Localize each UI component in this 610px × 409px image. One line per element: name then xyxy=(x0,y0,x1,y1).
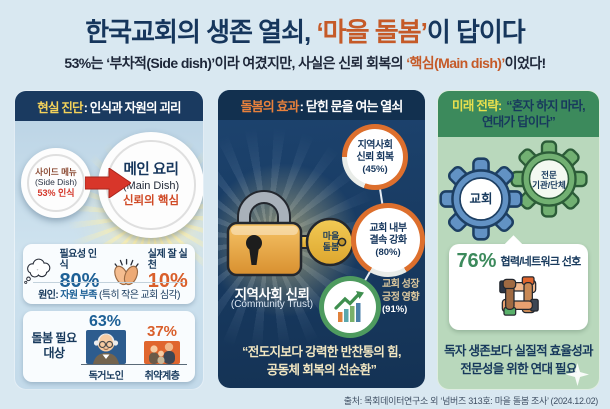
panel-strategy-header-rest2: 연대가 답이다” xyxy=(481,115,556,129)
title-post: 이 답이다 xyxy=(426,17,526,47)
effect1-line2: 신뢰 회복 xyxy=(356,151,394,163)
main-dish-plate: 메인 요리 (Main Dish) 신뢰의 핵심 xyxy=(98,132,203,238)
awareness-label: 필요성 인식 xyxy=(59,249,97,271)
panel-effect-header-highlight: 돌봄의 효과 xyxy=(240,98,300,114)
community-trust-ko: 지역사회 신뢰 xyxy=(234,287,310,302)
gear-church-label: 교회 xyxy=(469,192,493,206)
panel-reality-header-highlight: 현실 진단 xyxy=(37,100,83,115)
panel-reality-diagnosis: 현실 진단: 인식과 자원의 괴리 메인 요리 (Main Dish) 신뢰의 … xyxy=(14,90,204,390)
bar-baseline xyxy=(81,364,187,365)
side-dish-name: 사이드 메뉴 xyxy=(35,166,77,177)
gear-church-icon xyxy=(439,157,523,241)
gear-partner-line1: 전문 xyxy=(541,170,557,180)
effect3-line2: 긍정 영향 xyxy=(382,291,420,303)
network-label: 협력/네트워크 선호 xyxy=(500,256,581,268)
title-pre: 한국교회의 생존 열쇠, xyxy=(85,17,317,47)
main-dish-stat: 신뢰의 핵심 xyxy=(122,195,180,208)
panel-effect-header: 돌봄의 효과: 닫힌 문을 여는 열쇠 xyxy=(218,90,425,120)
key-label: 마을 돌봄 xyxy=(314,231,348,253)
hands-wrap xyxy=(449,271,588,326)
care-targets-label-line1: 돌봄 필요 xyxy=(31,331,78,345)
side-dish-stat: 53% 인식 xyxy=(37,188,75,198)
effect2-line2: 결속 강화 xyxy=(369,234,407,246)
source-citation: 출처: 목회데이터연구소 외 ‘넘버즈 313호: 마을 돌봄 조사’ (202… xyxy=(343,396,599,406)
effect1-value: (45%) xyxy=(362,163,388,175)
effect-circle-cohesion: 교회 내부 결속 강화 (80%) xyxy=(351,203,425,277)
family-icon xyxy=(149,342,175,364)
elderly-bar xyxy=(86,330,126,364)
gear-partner-line2: 기관/단체 xyxy=(532,180,566,191)
arrow-right-icon xyxy=(85,168,131,198)
joined-hands-icon xyxy=(498,276,539,316)
quote-line2: 공동체 회복의 선순환” xyxy=(266,363,377,378)
effect1-line1: 지역사회 xyxy=(357,139,393,151)
elderly-man-icon xyxy=(93,333,119,364)
cause-highlight: 자원 부족 xyxy=(60,290,97,301)
effect3-value: (91%) xyxy=(382,304,408,315)
effect3-text: 교회 성장 긍정 영향 (91%) xyxy=(382,279,424,316)
subtitle-pre: 53%는 ‘부차적(Side dish)’이라 여겼지만, 사실은 신뢰 회복의 xyxy=(64,55,407,71)
care-targets-label: 돌봄 필요 대상 xyxy=(27,331,81,361)
main-dish-en: (Main Dish) xyxy=(122,179,180,192)
network-bubble: 76% 협력/네트워크 선호 xyxy=(449,244,588,330)
elderly-bar-label: 독거노인 xyxy=(88,371,124,382)
care-targets-label-line2: 대상 xyxy=(43,346,65,360)
community-trust-en: (Community Trust) xyxy=(230,299,314,310)
title-highlight: ‘마을 돌봄’ xyxy=(316,17,427,47)
awareness-value: 80% xyxy=(59,270,100,292)
effect2-value: (80%) xyxy=(375,246,401,258)
main-dish-name: 메인 요리 xyxy=(123,162,179,179)
gear-partner-icon xyxy=(510,140,588,218)
effect-circle-trust-recovery: 지역사회 신뢰 회복 (45%) xyxy=(342,124,408,190)
divider xyxy=(33,282,185,283)
panel-effect-header-rest: : 닫힌 문을 여는 열쇠 xyxy=(299,98,404,114)
practice-value: 10% xyxy=(147,270,188,292)
effect-quote: “전도지보다 강력한 반찬통의 힘, 공동체 회복의 선순환” xyxy=(218,343,425,379)
conclusion-line2: 전문성을 위한 연대 필요 xyxy=(460,361,577,376)
panel-future-strategy: 미래 전략: “혼자 하지 마라, 연대가 답이다” xyxy=(437,90,600,390)
subtitle-highlight: ‘핵심(Main dish)’ xyxy=(406,55,505,71)
key-label-line2: 돌봄 xyxy=(322,241,340,252)
practice-label: 실제 잘 실천 xyxy=(147,249,188,271)
panel-strategy-header: 미래 전략: “혼자 하지 마라, 연대가 답이다” xyxy=(438,91,599,137)
clapping-hands-icon xyxy=(114,258,140,285)
care-targets-box: 돌봄 필요 대상 63% 독거노인 37% xyxy=(23,311,195,382)
panel-care-effect: 돌봄의 효과: 닫힌 문을 여는 열쇠 xyxy=(218,90,425,388)
awareness-practice-box: 필요성 인식 80% 실제 잘 실천 10% xyxy=(23,244,195,304)
side-dish-en: (Side Dish) xyxy=(34,177,78,188)
key-label-line1: 마을 xyxy=(322,231,340,241)
page-title: 한국교회의 생존 열쇠, ‘마을 돌봄’이 답이다 xyxy=(0,12,610,49)
effect3-line1: 교회 성장 xyxy=(382,279,420,290)
cause-line: 원인: 자원 부족 (특히 작은 교회 심각) xyxy=(23,286,195,301)
panel-strategy-header-rest1: “혼자 하지 마라, xyxy=(506,98,585,113)
gear-partner-label: 전문 기관/단체 xyxy=(526,170,572,190)
awareness-stat: 필요성 인식 80% xyxy=(59,249,104,292)
strategy-conclusion: 독자 생존보다 실질적 효율성과 전문성을 위한 연대 필요 xyxy=(438,343,599,378)
conclusion-line1: 독자 생존보다 실질적 효율성과 xyxy=(444,344,593,358)
vulnerable-bar-label: 취약계층 xyxy=(144,371,180,382)
cause-suffix: (특히 작은 교회 심각) xyxy=(96,290,180,301)
page-subtitle: 53%는 ‘부차적(Side dish)’이라 여겼지만, 사실은 신뢰 회복의… xyxy=(0,53,610,73)
elderly-bar-value: 63% xyxy=(88,313,122,330)
effect-circle-growth xyxy=(319,276,381,338)
effect2-line1: 교회 내부 xyxy=(369,222,407,234)
panel-strategy-header-highlight: 미래 전략: xyxy=(452,98,502,113)
side-dish-plate: 사이드 메뉴 (Side Dish) 53% 인식 xyxy=(21,148,91,218)
padlock-key-icon xyxy=(226,190,355,277)
cause-prefix: 원인: xyxy=(38,290,61,301)
vulnerable-bar-value: 37% xyxy=(146,323,178,340)
subtitle-post: 이었다! xyxy=(504,55,547,71)
network-stat: 76% 협력/네트워크 선호 xyxy=(449,244,588,271)
panel-reality-header-rest: : 인식과 자원의 괴리 xyxy=(83,100,182,115)
stats-row: 필요성 인식 80% 실제 잘 실천 10% xyxy=(23,244,195,292)
network-value: 76% xyxy=(456,250,497,272)
panel-reality-header: 현실 진단: 인식과 자원의 괴리 xyxy=(15,91,203,121)
quote-line1: “전도지보다 강력한 반찬통의 힘, xyxy=(242,345,401,359)
practice-stat: 실제 잘 실천 10% xyxy=(148,249,195,292)
vulnerable-bar xyxy=(144,341,180,364)
thought-bubble-icon xyxy=(24,258,51,284)
growth-chart-icon xyxy=(334,291,364,322)
